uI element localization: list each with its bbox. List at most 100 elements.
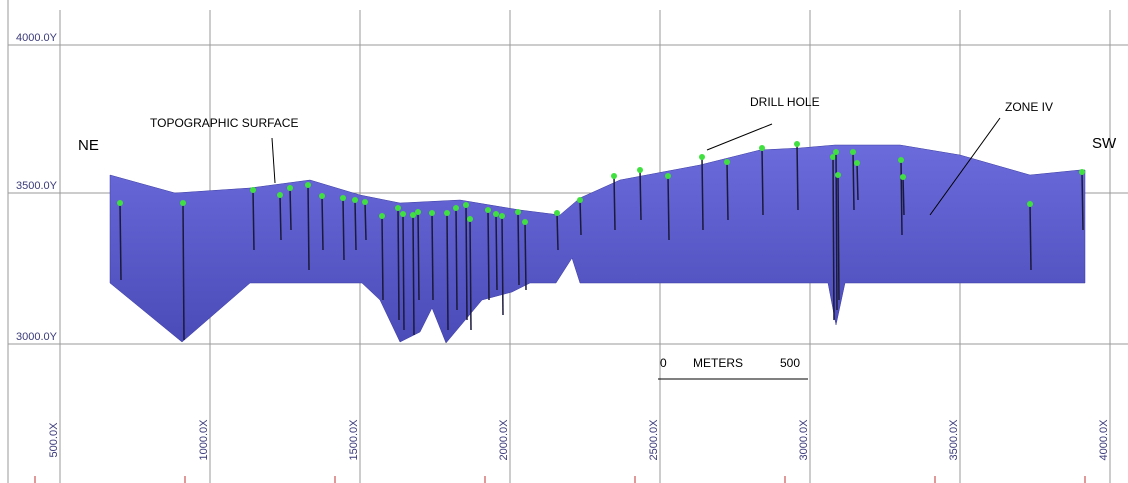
collar (522, 219, 528, 225)
drill-hole (701, 156, 704, 231)
collar (180, 200, 186, 206)
x-label: 3000.0X (798, 419, 810, 461)
collar (850, 149, 856, 155)
collar (499, 213, 505, 219)
collar (467, 216, 473, 222)
drill-hole (119, 202, 122, 281)
collar (611, 173, 617, 179)
drill-hole (835, 151, 838, 311)
drill-hole (289, 187, 292, 231)
collar (1079, 169, 1085, 175)
collar (724, 159, 730, 165)
leader-line (271, 137, 276, 184)
drill-hole (761, 147, 764, 216)
drill-hole (397, 207, 400, 321)
section-body (109, 144, 1086, 344)
direction-label: SW (1092, 135, 1117, 152)
collar (250, 187, 256, 193)
drill-hole (900, 159, 903, 236)
y-label: 4000.0Y (16, 32, 58, 44)
collar (699, 154, 705, 160)
drill-hole (279, 194, 282, 241)
collar (453, 205, 459, 211)
collar (898, 157, 904, 163)
grid: 4000.0Y 3500.0Y 3000.0Y 500.0X 1000.0X 1500.0… (7, 0, 1128, 483)
y-label: 3500.0Y (16, 180, 58, 192)
collar (319, 193, 325, 199)
collar (395, 205, 401, 211)
collar (117, 200, 123, 206)
scale-end: 500 (780, 356, 800, 370)
collar (759, 145, 765, 151)
collar (854, 160, 860, 166)
collar (577, 197, 583, 203)
drill-hole (431, 212, 434, 301)
y-label: 3000.0Y (16, 331, 58, 343)
collar (444, 210, 450, 216)
leader-line (929, 117, 1001, 216)
collar (463, 202, 469, 208)
x-label: 2000.0X (498, 419, 510, 461)
collar (415, 209, 421, 215)
collar (830, 154, 836, 160)
drill-hole (252, 189, 255, 251)
scale-start: 0 (660, 356, 667, 370)
drill-hole (446, 212, 449, 331)
drill-hole (856, 162, 859, 201)
x-label: 1000.0X (198, 419, 210, 461)
drill-hole (354, 199, 357, 251)
drill-hole (1029, 203, 1032, 271)
drill-hole (726, 161, 729, 221)
collar (554, 210, 560, 216)
drill-hole (487, 209, 490, 301)
x-label: 3500.0X (948, 419, 960, 461)
collar (287, 185, 293, 191)
drill-hole (517, 211, 520, 286)
drill-hole (852, 151, 855, 211)
drill-hole (501, 215, 504, 316)
annotation: ZONE IV (1005, 100, 1053, 114)
drill-hole (579, 199, 582, 236)
collar (410, 212, 416, 218)
drill-hole (495, 213, 498, 291)
collar (340, 195, 346, 201)
drill-hole (902, 176, 905, 216)
drill-hole (417, 211, 420, 301)
collar (379, 213, 385, 219)
collar (515, 209, 521, 215)
collar (900, 174, 906, 180)
drill-hole (465, 204, 468, 321)
drill-hole (1081, 171, 1084, 231)
annotation: TOPOGRAPHIC SURFACE (150, 116, 298, 130)
drill-hole (402, 213, 405, 331)
leader-line (706, 123, 773, 151)
collar (362, 199, 368, 205)
drill-hole (321, 195, 324, 251)
x-label: 2500.0X (648, 419, 660, 461)
collar (352, 197, 358, 203)
collar (400, 211, 406, 217)
x-label: 4000.0X (1098, 419, 1110, 461)
drill-hole (182, 202, 185, 341)
collar (277, 192, 283, 198)
collar (665, 173, 671, 179)
collar (794, 141, 800, 147)
drill-hole (342, 197, 345, 261)
drill-hole (524, 221, 527, 291)
drill-hole (556, 212, 559, 251)
drill-hole (639, 169, 642, 221)
collar (833, 149, 839, 155)
x-label: 500.0X (48, 422, 60, 458)
drill-hole (613, 175, 616, 231)
collar (637, 167, 643, 173)
drill-hole (837, 174, 840, 301)
collar (1027, 201, 1033, 207)
scale-unit: METERS (693, 356, 743, 370)
drill-hole (364, 201, 367, 241)
annotation: DRILL HOLE (750, 95, 820, 109)
drill-hole (307, 184, 310, 271)
drill-holes (117, 141, 1085, 341)
collar (429, 210, 435, 216)
collar (485, 207, 491, 213)
